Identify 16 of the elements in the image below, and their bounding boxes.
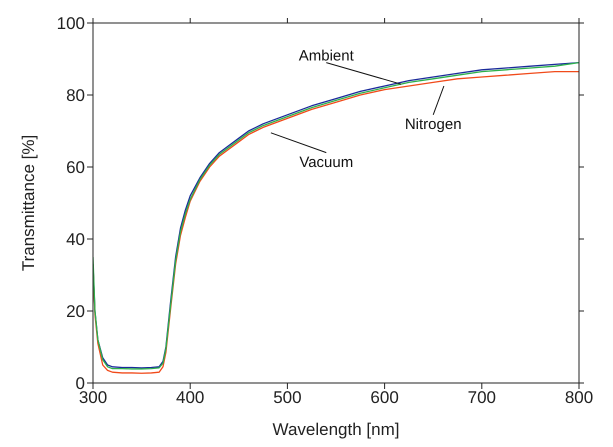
text: Vacuum <box>299 154 354 171</box>
x-tick-label: 300 <box>78 388 108 408</box>
series-label: Nitrogen <box>404 116 462 134</box>
x-tick-label: 500 <box>273 388 302 408</box>
y-tick-label: 100 <box>56 14 85 34</box>
y-tick-label: 40 <box>66 230 85 250</box>
y-tick-label: 60 <box>66 158 85 178</box>
x-tick-label: 800 <box>564 388 594 408</box>
x-axis-title: Wavelength [nm] <box>272 420 400 439</box>
x-tick-label: 600 <box>370 388 399 408</box>
series-label: Ambient <box>298 48 355 65</box>
x-tick-label: 400 <box>176 388 204 408</box>
y-tick-label: 20 <box>66 302 85 322</box>
y-axis-title: Transmittance [%] <box>19 134 38 272</box>
y-tick-label: 80 <box>66 86 85 106</box>
x-tick-label: 700 <box>468 388 496 408</box>
